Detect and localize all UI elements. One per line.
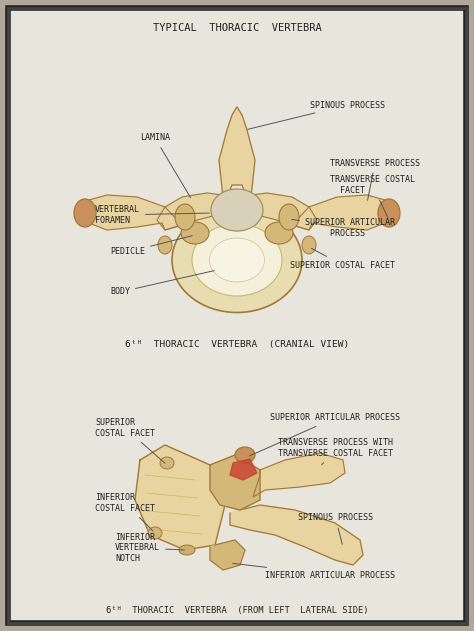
Text: BODY: BODY [110,271,214,297]
Ellipse shape [378,199,400,227]
Text: VERTEBRAL
FORAMEN: VERTEBRAL FORAMEN [95,205,209,225]
Ellipse shape [192,224,282,296]
Polygon shape [82,195,182,230]
Ellipse shape [279,204,299,230]
Ellipse shape [181,222,209,244]
Text: SUPERIOR ARTICULAR PROCESS: SUPERIOR ARTICULAR PROCESS [249,413,400,456]
Polygon shape [245,193,317,230]
Ellipse shape [235,447,255,463]
Polygon shape [210,455,260,510]
Text: TRANSVERSE PROCESS WITH
TRANSVERSE COSTAL FACET: TRANSVERSE PROCESS WITH TRANSVERSE COSTA… [278,439,393,465]
Ellipse shape [210,238,264,282]
Ellipse shape [74,199,96,227]
Polygon shape [219,107,255,197]
Polygon shape [253,453,345,497]
Text: SUPERIOR
COSTAL FACET: SUPERIOR COSTAL FACET [95,418,165,463]
Ellipse shape [160,457,174,469]
Ellipse shape [175,204,195,230]
Polygon shape [230,459,257,480]
Ellipse shape [158,236,172,254]
Polygon shape [230,505,363,565]
Ellipse shape [302,236,316,254]
Text: INFERIOR
VERTEBRAL
NOTCH: INFERIOR VERTEBRAL NOTCH [115,533,184,563]
Text: 6ᵗᴴ  THORACIC  VERTEBRA  (CRANIAL VIEW): 6ᵗᴴ THORACIC VERTEBRA (CRANIAL VIEW) [125,341,349,350]
Text: INFERIOR ARTICULAR PROCESS: INFERIOR ARTICULAR PROCESS [233,563,395,579]
Ellipse shape [265,222,293,244]
Text: TRANSVERSE PROCESS: TRANSVERSE PROCESS [330,158,420,200]
Text: SPINOUS PROCESS: SPINOUS PROCESS [248,100,385,129]
Polygon shape [210,540,245,570]
Text: TYPICAL  THORACIC  VERTEBRA: TYPICAL THORACIC VERTEBRA [153,23,321,33]
Polygon shape [135,445,225,550]
Text: SUPERIOR COSTAL FACET: SUPERIOR COSTAL FACET [290,249,395,269]
Text: SUPERIOR ARTICULAR
     PROCESS: SUPERIOR ARTICULAR PROCESS [292,218,395,238]
Text: SPINOUS PROCESS: SPINOUS PROCESS [298,514,373,545]
Text: PEDICLE: PEDICLE [110,235,192,256]
Ellipse shape [179,545,195,555]
Text: 6ᵗᴴ  THORACIC  VERTEBRA  (FROM LEFT  LATERAL SIDE): 6ᵗᴴ THORACIC VERTEBRA (FROM LEFT LATERAL… [106,606,368,615]
Polygon shape [157,193,229,230]
Polygon shape [292,195,392,230]
Ellipse shape [211,189,263,231]
Text: TRANSVERSE COSTAL
  FACET: TRANSVERSE COSTAL FACET [330,175,415,218]
Text: LAMINA: LAMINA [140,134,191,198]
Ellipse shape [172,208,302,312]
Ellipse shape [148,527,162,539]
Text: INFERIOR
COSTAL FACET: INFERIOR COSTAL FACET [95,493,155,531]
